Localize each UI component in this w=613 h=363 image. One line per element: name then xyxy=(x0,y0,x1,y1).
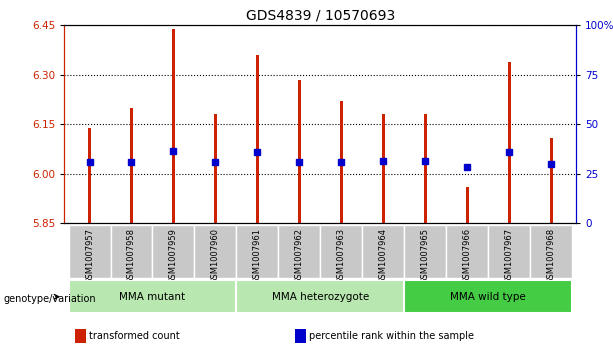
Text: GSM1007959: GSM1007959 xyxy=(169,228,178,284)
Text: GSM1007960: GSM1007960 xyxy=(211,228,220,284)
Bar xyxy=(278,225,321,278)
Bar xyxy=(424,114,427,223)
Bar xyxy=(362,225,404,278)
Bar xyxy=(404,225,446,278)
Text: MMA heterozygote: MMA heterozygote xyxy=(272,292,369,302)
Text: GSM1007968: GSM1007968 xyxy=(547,228,555,284)
Bar xyxy=(298,80,301,223)
Text: GSM1007963: GSM1007963 xyxy=(337,228,346,284)
Bar xyxy=(404,280,572,313)
Text: GSM1007964: GSM1007964 xyxy=(379,228,388,284)
Bar xyxy=(75,329,86,343)
Bar xyxy=(256,55,259,223)
Text: GSM1007961: GSM1007961 xyxy=(253,228,262,284)
Text: GSM1007958: GSM1007958 xyxy=(127,228,136,284)
Text: percentile rank within the sample: percentile rank within the sample xyxy=(309,331,474,340)
Bar xyxy=(88,128,91,223)
Text: GSM1007957: GSM1007957 xyxy=(85,228,94,284)
Bar xyxy=(295,329,306,343)
Bar xyxy=(69,280,237,313)
Bar xyxy=(340,101,343,223)
Bar xyxy=(153,225,194,278)
Text: MMA mutant: MMA mutant xyxy=(120,292,186,302)
Text: GSM1007965: GSM1007965 xyxy=(421,228,430,284)
Bar xyxy=(446,225,488,278)
Bar xyxy=(237,280,404,313)
Bar xyxy=(530,225,572,278)
Text: transformed count: transformed count xyxy=(89,331,180,340)
Bar xyxy=(550,138,552,223)
Bar xyxy=(321,225,362,278)
Text: GSM1007962: GSM1007962 xyxy=(295,228,304,284)
Title: GDS4839 / 10570693: GDS4839 / 10570693 xyxy=(246,9,395,23)
Bar xyxy=(488,225,530,278)
Text: MMA wild type: MMA wild type xyxy=(450,292,526,302)
Text: genotype/variation: genotype/variation xyxy=(3,294,96,305)
Bar xyxy=(214,114,217,223)
Bar xyxy=(194,225,237,278)
Bar xyxy=(110,225,153,278)
Bar xyxy=(172,29,175,223)
Bar xyxy=(466,187,468,223)
Text: GSM1007966: GSM1007966 xyxy=(463,228,471,284)
Bar xyxy=(237,225,278,278)
Bar xyxy=(69,225,110,278)
Bar xyxy=(130,108,133,223)
Text: GSM1007967: GSM1007967 xyxy=(504,228,514,284)
Bar xyxy=(508,62,511,223)
Bar xyxy=(382,114,385,223)
